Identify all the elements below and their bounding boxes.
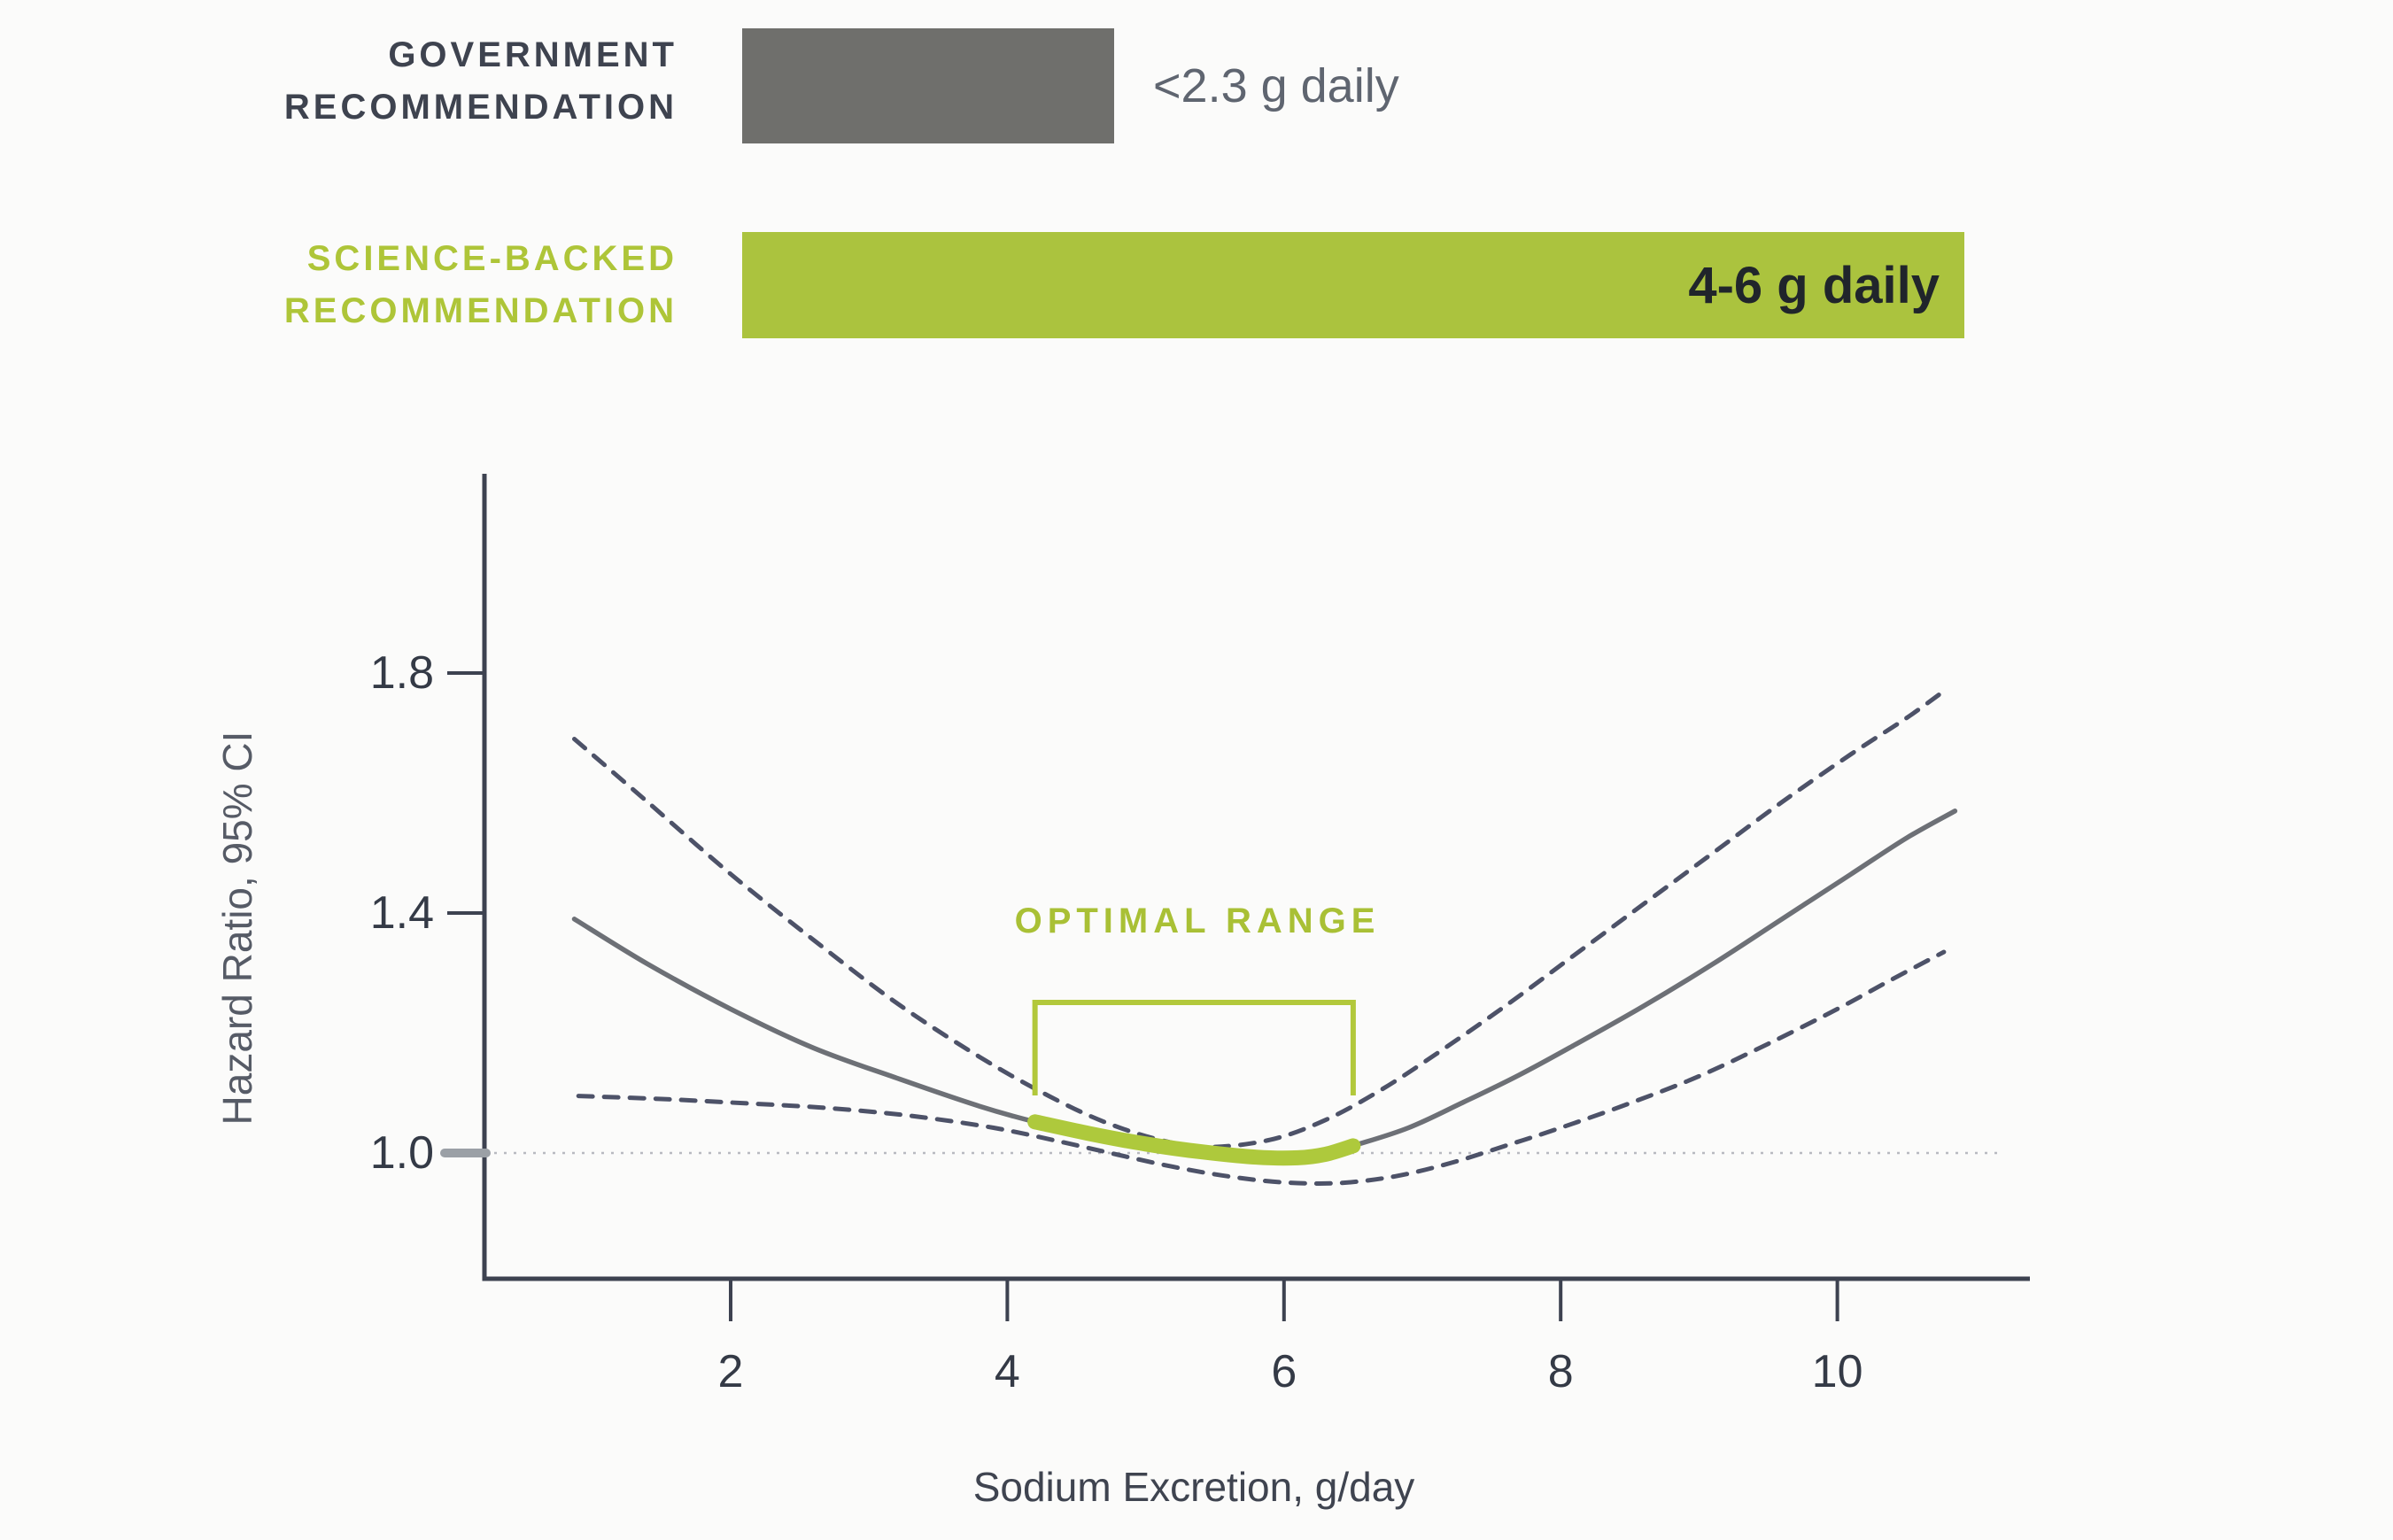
- x-tick-label-6: 6: [1271, 1346, 1297, 1397]
- science-recommendation-bar: [742, 232, 1964, 338]
- government-recommendation-bar: [742, 28, 1114, 143]
- y-axis-title: Hazard Ratio, 95% CI: [214, 731, 260, 1126]
- x-tick-label-2: 2: [717, 1346, 744, 1397]
- optimal-range-label: OPTIMAL RANGE: [1014, 902, 1381, 940]
- government-recommendation-label: GOVERNMENT RECOMMENDATION: [217, 29, 678, 134]
- science-recommendation-value: 4-6 g daily: [1688, 256, 1940, 314]
- lower-95ci-curve: [576, 949, 1947, 1186]
- x-tick-label-10: 10: [1811, 1346, 1863, 1397]
- x-tick-label-4: 4: [994, 1346, 1020, 1397]
- hazard-ratio-curve: [571, 809, 1958, 1161]
- optimal-range-curve-highlight: [1027, 1114, 1361, 1166]
- science-recommendation-label: SCIENCE-BACKED RECOMMENDATION: [217, 233, 678, 337]
- science-recommendation-label-line1: SCIENCE-BACKED: [306, 239, 678, 278]
- x-axis-title: Sodium Excretion, g/day: [972, 1464, 1415, 1510]
- y-tick-label-1: 1.0: [369, 1127, 434, 1179]
- government-recommendation-value: <2.3 g daily: [1153, 59, 1399, 112]
- y-tick-label-1.4: 1.4: [369, 887, 434, 939]
- government-recommendation-label-line2: RECOMMENDATION: [283, 88, 678, 127]
- government-recommendation-label-line1: GOVERNMENT: [388, 35, 678, 74]
- y-tick-label-1.8: 1.8: [369, 647, 434, 699]
- x-tick-label-8: 8: [1547, 1346, 1574, 1397]
- optimal-range-bracket: [1032, 1000, 1356, 1095]
- upper-95ci-curve: [572, 685, 1951, 1149]
- science-recommendation-label-line2: RECOMMENDATION: [283, 291, 678, 330]
